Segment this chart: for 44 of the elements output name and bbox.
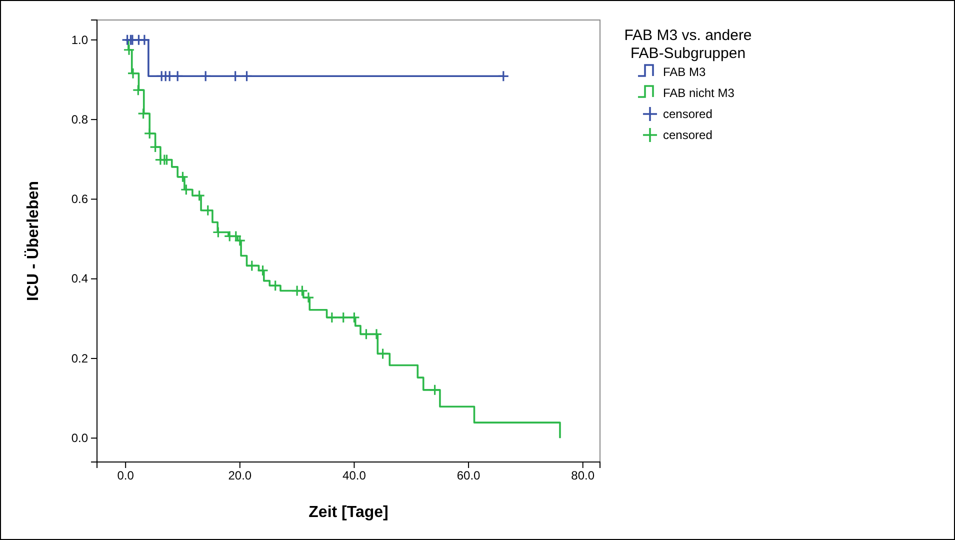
- point: [180, 184, 192, 196]
- x-axis-title: Zeit [Tage]: [308, 504, 388, 521]
- x-tick-label: 80.0: [571, 468, 595, 483]
- point: [138, 108, 150, 120]
- point: [230, 230, 242, 242]
- y-axis-title: ICU - Überleben: [24, 180, 42, 302]
- point: [138, 34, 150, 46]
- point: [360, 328, 372, 340]
- point: [132, 84, 144, 96]
- y-tick-label: 0.0: [71, 430, 88, 445]
- point: [498, 70, 510, 82]
- legend-label: censored: [663, 128, 712, 142]
- legend-label: FAB M3: [663, 65, 706, 79]
- legend-label: FAB nicht M3: [663, 86, 735, 100]
- point: [348, 312, 360, 324]
- y-tick-label: 0.6: [71, 192, 88, 206]
- y-tick-label: 1.0: [71, 32, 88, 47]
- y-tick-label: 0.8: [71, 112, 88, 126]
- point: [246, 260, 258, 272]
- x-tick-label: 20.0: [228, 468, 252, 483]
- point: [127, 68, 139, 80]
- point: [202, 204, 214, 216]
- legend-label: censored: [663, 107, 712, 121]
- x-tick-label: 0.0: [117, 468, 134, 483]
- point: [370, 328, 382, 340]
- x-tick-label: 40.0: [342, 468, 366, 483]
- y-tick-label: 0.2: [71, 351, 88, 366]
- legend-title: FAB M3 vs. andere FAB-Subgruppen: [624, 27, 752, 62]
- point: [240, 70, 253, 82]
- point: [256, 264, 269, 276]
- point: [270, 280, 282, 292]
- y-tick-label: 0.4: [71, 272, 88, 286]
- point: [176, 171, 189, 183]
- point: [150, 141, 162, 153]
- point: [172, 70, 184, 82]
- point: [123, 44, 135, 56]
- point: [164, 70, 176, 82]
- point: [144, 128, 156, 140]
- point: [230, 70, 242, 82]
- point: [200, 70, 212, 82]
- point: [194, 190, 206, 202]
- x-tick-label: 60.0: [456, 468, 481, 483]
- point: [326, 312, 338, 324]
- point: [338, 312, 350, 324]
